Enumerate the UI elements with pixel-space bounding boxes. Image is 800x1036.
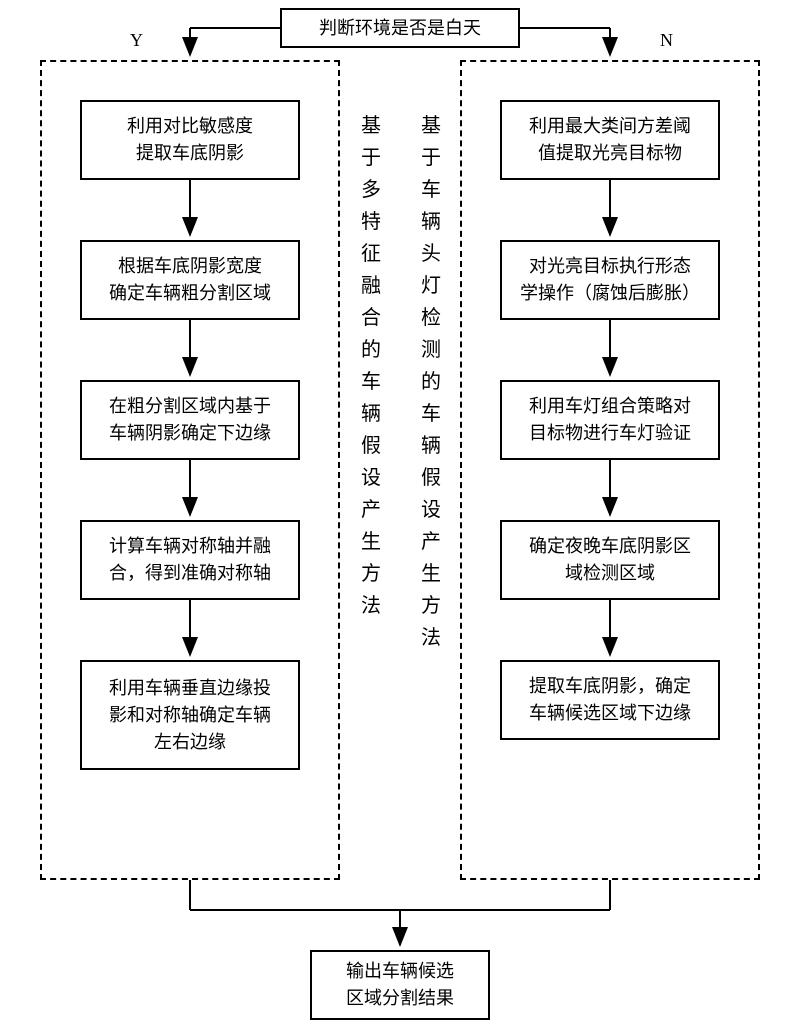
right-step-2-text: 对光亮目标执行形态 学操作（腐蚀后膨胀）	[520, 253, 700, 307]
left-step-4-text: 计算车辆对称轴并融 合，得到准确对称轴	[109, 533, 271, 587]
left-vertical-label: 基于多特征融合的车辆假设产生方法	[360, 110, 382, 622]
left-step-1-text: 利用对比敏感度 提取车底阴影	[127, 113, 253, 167]
right-dashed-container	[460, 60, 760, 880]
right-step-2: 对光亮目标执行形态 学操作（腐蚀后膨胀）	[500, 240, 720, 320]
left-step-3: 在粗分割区域内基于 车辆阴影确定下边缘	[80, 380, 300, 460]
left-step-1: 利用对比敏感度 提取车底阴影	[80, 100, 300, 180]
no-label: N	[660, 30, 673, 51]
right-step-5: 提取车底阴影，确定 车辆候选区域下边缘	[500, 660, 720, 740]
top-decision-text: 判断环境是否是白天	[319, 15, 481, 42]
output-box: 输出车辆候选 区域分割结果	[310, 950, 490, 1020]
right-step-3: 利用车灯组合策略对 目标物进行车灯验证	[500, 380, 720, 460]
output-text: 输出车辆候选 区域分割结果	[346, 958, 454, 1012]
left-step-3-text: 在粗分割区域内基于 车辆阴影确定下边缘	[109, 393, 271, 447]
left-step-4: 计算车辆对称轴并融 合，得到准确对称轴	[80, 520, 300, 600]
right-step-4: 确定夜晚车底阴影区 域检测区域	[500, 520, 720, 600]
left-step-5: 利用车辆垂直边缘投 影和对称轴确定车辆 左右边缘	[80, 660, 300, 770]
right-step-1: 利用最大类间方差阈 值提取光亮目标物	[500, 100, 720, 180]
left-step-2-text: 根据车底阴影宽度 确定车辆粗分割区域	[109, 253, 271, 307]
top-decision-box: 判断环境是否是白天	[280, 8, 520, 48]
right-step-5-text: 提取车底阴影，确定 车辆候选区域下边缘	[529, 673, 691, 727]
right-vertical-label: 基于车辆头灯检测的车辆假设产生方法	[420, 110, 442, 654]
right-step-1-text: 利用最大类间方差阈 值提取光亮目标物	[529, 113, 691, 167]
right-step-3-text: 利用车灯组合策略对 目标物进行车灯验证	[529, 393, 691, 447]
right-step-4-text: 确定夜晚车底阴影区 域检测区域	[529, 533, 691, 587]
left-step-2: 根据车底阴影宽度 确定车辆粗分割区域	[80, 240, 300, 320]
yes-label: Y	[130, 30, 143, 51]
left-step-5-text: 利用车辆垂直边缘投 影和对称轴确定车辆 左右边缘	[109, 675, 271, 756]
